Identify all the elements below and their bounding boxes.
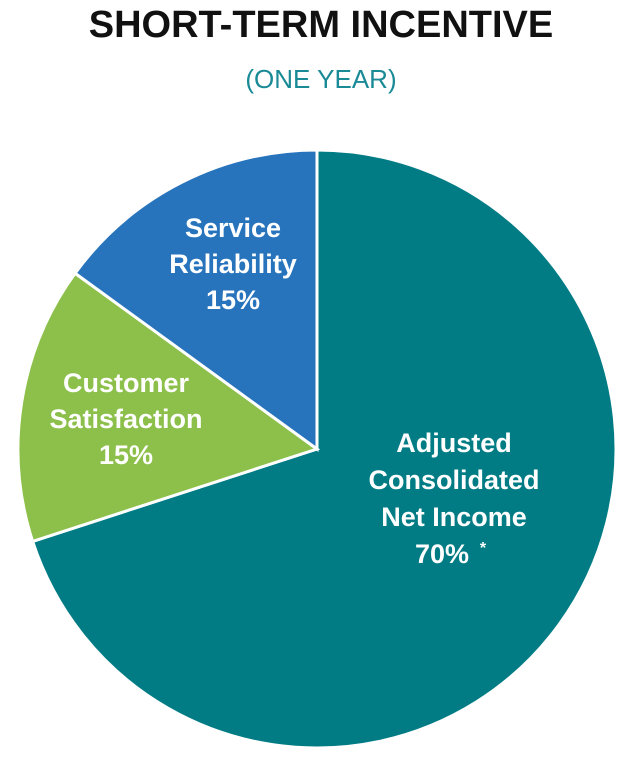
slice-label-2: Customer Satisfaction 15% (49, 368, 202, 470)
chart-subtitle: (ONE YEAR) (245, 64, 397, 94)
slice-label-line: Net Income (381, 502, 527, 532)
footnote-mark: * (480, 540, 487, 557)
slice-label-line: Customer (63, 368, 190, 398)
slice-label-3: Service Reliability 15% (169, 213, 297, 315)
slice-label-line: Satisfaction (49, 404, 202, 434)
slice-label-line: Consolidated (368, 465, 539, 495)
slice-value-label: 70% (415, 539, 469, 569)
pie-slice-2 (16, 271, 321, 544)
slice-value-label: 15% (99, 440, 153, 470)
slice-value-label: 15% (206, 285, 260, 315)
slice-label-1: Adjusted Consolidated Net Income 70% * (368, 428, 539, 569)
slice-label-line: Reliability (169, 249, 297, 279)
pie-slice-1 (30, 148, 618, 750)
slice-label-line: Service (185, 213, 281, 243)
slice-label-line: Adjusted (396, 428, 512, 458)
chart-title: SHORT-TERM INCENTIVE (88, 4, 554, 46)
pie-slice-3 (73, 148, 319, 452)
